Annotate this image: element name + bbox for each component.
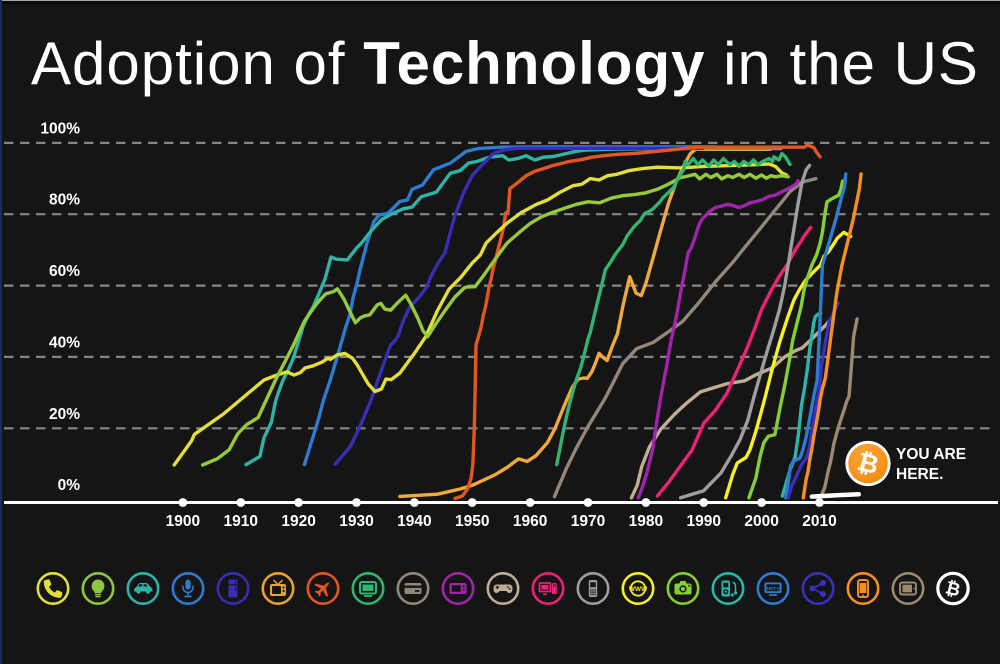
svg-text:1920: 1920 — [281, 513, 315, 530]
svg-text:2010: 2010 — [802, 513, 836, 530]
svg-text:1930: 1930 — [339, 513, 373, 530]
svg-text:1970: 1970 — [571, 513, 605, 530]
svg-text:1950: 1950 — [455, 513, 489, 530]
svg-text:2000: 2000 — [744, 513, 778, 530]
svg-text:40%: 40% — [49, 334, 80, 351]
svg-text:1900: 1900 — [166, 513, 200, 530]
svg-text:20%: 20% — [49, 406, 80, 423]
svg-text:1990: 1990 — [686, 513, 720, 530]
svg-text:60%: 60% — [49, 263, 80, 280]
svg-text:100%: 100% — [40, 120, 80, 137]
svg-text:WWW: WWW — [629, 586, 648, 593]
svg-text:HERE.: HERE. — [896, 466, 943, 483]
svg-text:0%: 0% — [58, 477, 81, 494]
svg-text:1940: 1940 — [397, 513, 431, 530]
svg-text:HDTV: HDTV — [767, 586, 780, 591]
svg-text:1980: 1980 — [629, 513, 663, 530]
svg-text:1910: 1910 — [224, 513, 258, 530]
svg-text:1960: 1960 — [513, 513, 547, 530]
svg-text:₿: ₿ — [943, 577, 962, 600]
svg-text:80%: 80% — [49, 192, 80, 209]
svg-text:YOU ARE: YOU ARE — [896, 446, 966, 463]
